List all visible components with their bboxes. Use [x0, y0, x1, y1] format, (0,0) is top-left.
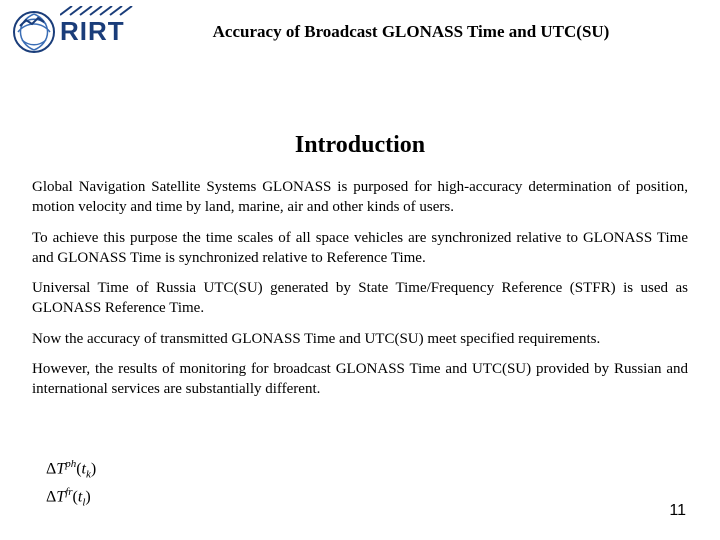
page-number: 11	[669, 502, 686, 520]
formula-block: ΔTph(tk) ΔTfr(tl)	[46, 456, 96, 512]
logo-bars-icon	[60, 6, 150, 16]
logo-text: RIRT	[60, 16, 125, 47]
section-title: Introduction	[0, 132, 720, 159]
header-bar: RIRT Accuracy of Broadcast GLONASS Time …	[0, 0, 720, 62]
logo: RIRT	[12, 8, 162, 58]
paragraph: Now the accuracy of transmitted GLONASS …	[32, 329, 688, 349]
paragraph: Global Navigation Satellite Systems GLON…	[32, 177, 688, 218]
paragraph: To achieve this purpose the time scales …	[32, 228, 688, 269]
page-title: Accuracy of Broadcast GLONASS Time and U…	[162, 8, 700, 42]
paragraph: However, the results of monitoring for b…	[32, 359, 688, 400]
formula-line-1: ΔTph(tk)	[46, 456, 96, 484]
paragraph: Universal Time of Russia UTC(SU) generat…	[32, 278, 688, 319]
formula-line-2: ΔTfr(tl)	[46, 484, 96, 512]
logo-globe-icon	[12, 10, 56, 54]
body-text: Global Navigation Satellite Systems GLON…	[0, 177, 720, 399]
